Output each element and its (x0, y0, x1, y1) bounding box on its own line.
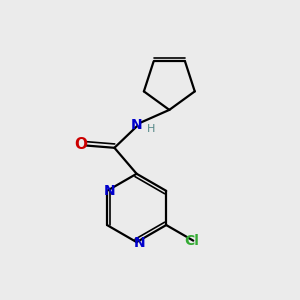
Text: H: H (146, 124, 155, 134)
Text: Cl: Cl (184, 234, 199, 248)
Text: N: N (104, 184, 116, 198)
Text: N: N (130, 118, 142, 132)
Text: O: O (74, 137, 87, 152)
Text: N: N (134, 236, 145, 250)
